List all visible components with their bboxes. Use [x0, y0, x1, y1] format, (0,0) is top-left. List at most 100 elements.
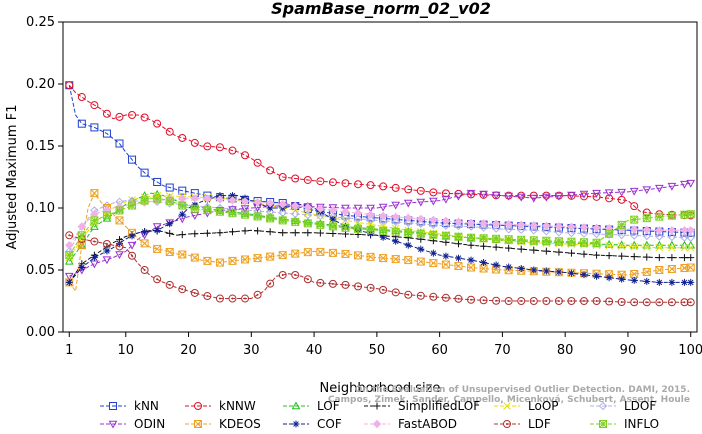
data-point — [580, 271, 588, 279]
data-point — [643, 253, 651, 261]
data-point — [329, 215, 337, 223]
data-point — [441, 195, 451, 204]
data-point — [429, 220, 438, 230]
data-point — [416, 198, 426, 207]
data-point — [353, 214, 363, 224]
data-point — [178, 231, 186, 239]
data-point — [630, 225, 639, 234]
data-point-cross — [115, 216, 124, 225]
series-line — [68, 85, 691, 234]
y-tick-label: 0.15 — [26, 139, 55, 154]
data-point — [529, 226, 538, 235]
data-point-star — [291, 218, 300, 226]
legend-item-knnw: kNNW — [185, 399, 256, 413]
data-point-dot — [507, 300, 510, 302]
data-point-dot — [382, 288, 385, 291]
data-point — [655, 226, 664, 235]
data-point-dot — [495, 299, 498, 302]
data-point — [303, 203, 313, 212]
data-point — [617, 242, 626, 251]
data-point — [77, 241, 86, 250]
data-point — [354, 180, 363, 189]
data-point — [278, 251, 287, 260]
data-point-star — [592, 238, 601, 247]
data-point-dot — [545, 300, 548, 302]
data-point-dot — [689, 301, 692, 304]
data-point — [593, 272, 601, 280]
data-point — [109, 402, 117, 410]
data-point — [178, 186, 187, 195]
plot-frame — [62, 21, 698, 333]
y-tick-label: 0.20 — [26, 77, 55, 92]
data-point-dot — [557, 300, 560, 302]
legend-item-lof: LOF — [283, 399, 340, 413]
data-point — [491, 219, 501, 229]
data-point — [190, 253, 199, 262]
data-point — [378, 203, 388, 212]
data-point-star — [278, 216, 287, 225]
data-point — [178, 133, 187, 142]
data-point — [429, 188, 438, 197]
data-point — [529, 194, 539, 203]
data-point-star — [555, 237, 563, 246]
data-point-star — [303, 219, 312, 228]
data-point — [353, 204, 363, 213]
data-point — [278, 173, 287, 181]
data-point-star — [203, 206, 212, 215]
data-point — [103, 247, 111, 255]
data-point-dot — [344, 283, 347, 286]
data-point — [127, 241, 137, 250]
data-point — [429, 249, 437, 257]
data-point — [140, 168, 149, 177]
data-point-dot — [181, 288, 184, 291]
data-point — [141, 228, 149, 236]
data-point — [194, 420, 202, 428]
data-point — [65, 231, 74, 240]
data-point-star — [454, 232, 463, 241]
data-point — [253, 198, 262, 207]
data-point — [366, 210, 375, 219]
data-point — [504, 220, 513, 229]
data-point — [215, 258, 224, 267]
data-point — [668, 278, 676, 286]
data-point — [203, 292, 212, 301]
data-point-star — [103, 211, 111, 220]
data-point — [442, 238, 450, 246]
data-point — [505, 244, 513, 252]
data-point — [303, 275, 312, 284]
x-tick-label: 50 — [369, 343, 386, 358]
data-point — [291, 201, 300, 210]
data-point — [630, 242, 639, 251]
data-point-cross — [216, 258, 224, 267]
data-point-cross — [153, 245, 162, 253]
data-point — [680, 233, 689, 242]
data-point — [341, 207, 350, 216]
data-point — [115, 139, 124, 148]
x-tick-label: 20 — [180, 343, 197, 358]
x-tick-label: 80 — [557, 343, 574, 358]
data-point-star — [504, 235, 513, 244]
data-point — [503, 420, 511, 428]
data-point-cross — [454, 262, 463, 270]
data-point-star — [128, 201, 136, 210]
data-point-cross — [228, 257, 237, 265]
data-point — [65, 278, 73, 286]
data-point — [454, 254, 462, 262]
data-point — [554, 192, 564, 201]
data-point — [178, 210, 186, 218]
legend-item-knn: kNN — [100, 399, 159, 413]
data-point — [316, 229, 324, 237]
data-point — [567, 269, 575, 277]
data-point — [504, 192, 514, 201]
data-point-dot — [683, 301, 686, 304]
data-point — [404, 256, 413, 265]
data-point-star — [266, 214, 275, 223]
data-point-dot — [470, 298, 473, 301]
data-point-star — [668, 211, 676, 220]
data-point — [140, 113, 149, 122]
data-point-dot — [482, 299, 485, 302]
data-point — [254, 227, 262, 235]
data-point — [379, 285, 388, 294]
data-point-dot — [131, 254, 134, 257]
